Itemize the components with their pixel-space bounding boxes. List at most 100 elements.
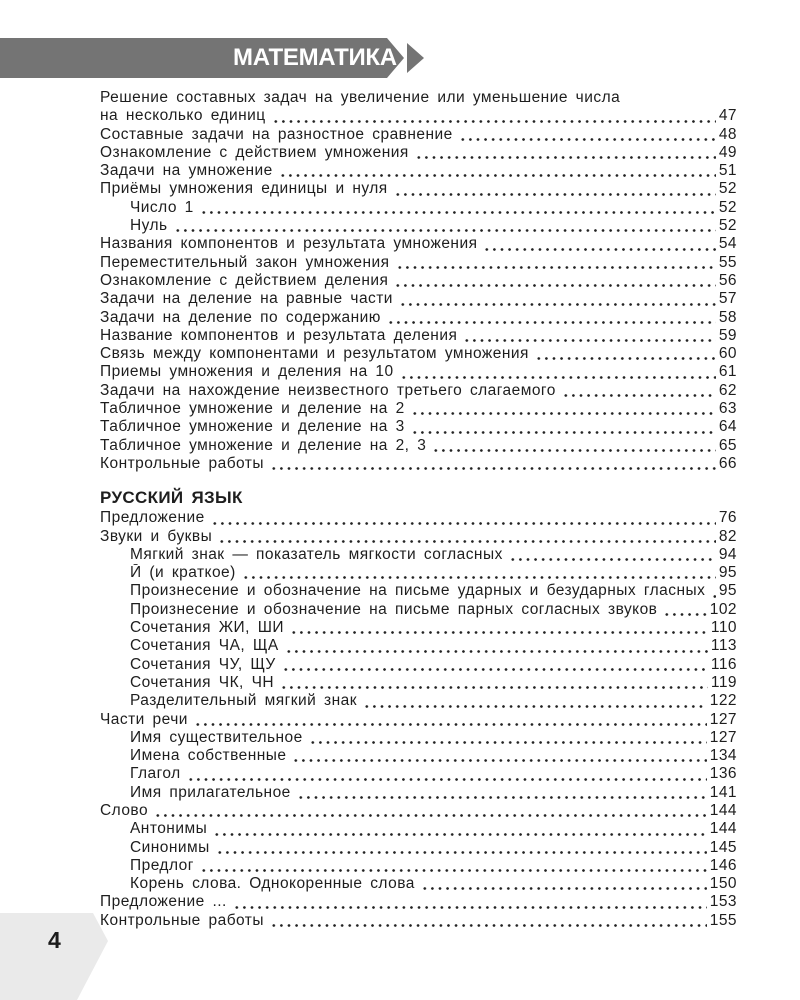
toc-entry-title: Имя существительное — [130, 728, 303, 746]
toc-entry-title: Переместительный закон умножения — [100, 253, 390, 271]
toc-entry-page: 145 — [709, 838, 737, 856]
dot-leader — [281, 667, 708, 671]
toc-entry-title: Задачи на деление по содержанию — [100, 308, 381, 326]
toc-entry-title: Разделительный мягкий знак — [130, 692, 357, 710]
dot-leader — [199, 869, 707, 873]
dot-leader — [308, 741, 707, 745]
toc-entry-title: Табличное умножение и деление на 2, 3 — [100, 436, 427, 454]
toc-entry-page: 102 — [709, 600, 737, 618]
dot-leader — [508, 558, 716, 562]
toc-entry-page: 153 — [709, 893, 737, 911]
toc-entry-page: 56 — [718, 271, 737, 289]
dot-leader — [483, 247, 716, 251]
toc-entry-page: 119 — [710, 673, 737, 691]
table-of-contents: Решение составных задач на увеличение ил… — [100, 89, 737, 930]
dot-leader — [711, 594, 716, 598]
toc-entry-title: Задачи на умножение — [100, 162, 273, 180]
toc-entry-page: 65 — [718, 436, 737, 454]
dot-leader — [410, 430, 716, 434]
toc-entry-page: 63 — [718, 400, 737, 418]
toc-entry-title: Связь между компонентами и результатом у… — [100, 345, 529, 363]
toc-entry: Ознакомление с действием деления 56 — [100, 272, 737, 290]
toc-entry-title: Имена собственные — [130, 747, 287, 765]
dot-leader — [173, 229, 716, 233]
toc-entry-title: Предложение ... — [100, 893, 227, 911]
toc-entry-title: Сочетания ЧК, ЧН — [130, 673, 275, 691]
toc-entry-title: Предложение — [100, 509, 205, 527]
toc-entry: Имя прилагательное 141 — [100, 784, 737, 802]
dot-leader — [271, 119, 716, 123]
dot-leader — [561, 394, 716, 398]
toc-entry: Корень слова. Однокоренные слова 150 — [100, 875, 737, 893]
dot-leader — [414, 156, 716, 160]
toc-entry: Связь между компонентами и результатом у… — [100, 345, 737, 363]
dot-leader — [241, 576, 716, 580]
toc-entry: Решение составных задач на увеличение ил… — [100, 89, 737, 107]
dot-leader — [362, 704, 707, 708]
toc-entry-title: Части речи — [100, 710, 188, 728]
toc-entry-title: Нуль — [130, 217, 168, 235]
toc-entry-page: 61 — [718, 363, 737, 381]
toc-entry-page: 66 — [718, 454, 737, 472]
toc-entry-page: 58 — [718, 308, 737, 326]
dot-leader — [394, 284, 716, 288]
toc-entry-page: 60 — [718, 345, 737, 363]
dot-leader — [154, 814, 707, 818]
toc-entry-title: Решение составных задач на увеличение ил… — [100, 89, 621, 106]
dot-leader — [186, 777, 707, 781]
toc-entry-page: 64 — [718, 418, 737, 436]
toc-entry-page: 62 — [718, 381, 737, 399]
toc-entry-title: Табличное умножение и деление на 3 — [100, 418, 405, 436]
toc-entry: Сочетания ЧА, ЩА 113 — [100, 637, 737, 655]
toc-entry-title: Составные задачи на разностное сравнение — [100, 125, 453, 143]
toc-entry: Слово 144 — [100, 802, 737, 820]
toc-entry: Мягкий знак — показатель мягкости соглас… — [100, 546, 737, 564]
toc-entry-page: 94 — [718, 545, 737, 563]
dot-leader — [432, 448, 716, 452]
dot-leader — [663, 613, 707, 617]
toc-entry-page: 141 — [709, 783, 737, 801]
dot-leader — [296, 795, 707, 799]
toc-entry-title: Названия компонентов и результата умноже… — [100, 235, 478, 253]
toc-entry-title: Глагол — [130, 765, 181, 783]
dot-leader — [218, 539, 716, 543]
toc-entry-title: Табличное умножение и деление на 2 — [100, 400, 405, 418]
toc-entry-title: Й (и краткое) — [130, 564, 236, 582]
toc-entry: Имена собственные 134 — [100, 747, 737, 765]
toc-entry-page: 134 — [709, 747, 737, 765]
toc-entry-page: 54 — [718, 235, 737, 253]
toc-entry-page: 136 — [709, 765, 737, 783]
dot-leader — [193, 722, 707, 726]
toc-entry-title: Предлог — [130, 856, 194, 874]
toc-entry-title: Звуки и буквы — [100, 527, 213, 545]
toc-entry: на несколько единиц 47 — [100, 107, 737, 125]
toc-entry: Табличное умножение и деление на 2 63 — [100, 400, 737, 418]
toc-entry-page: 82 — [718, 527, 737, 545]
toc-entry: Сочетания ЧУ, ЩУ 116 — [100, 656, 737, 674]
toc-entry-title: Название компонентов и результата делени… — [100, 326, 458, 344]
toc-entry: Произнесение и обозначение на письме пар… — [100, 601, 737, 619]
toc-entry: Число 1 52 — [100, 199, 737, 217]
dot-leader — [398, 302, 716, 306]
toc-entry: Глагол 136 — [100, 765, 737, 783]
toc-entry: Задачи на деление на равные части 57 — [100, 290, 737, 308]
toc-entry-page: 48 — [718, 125, 737, 143]
toc-entry: Предложение ... 153 — [100, 893, 737, 911]
toc-entry: Приёмы умножения единицы и нуля 52 — [100, 180, 737, 198]
toc-entry: Контрольные работы 66 — [100, 455, 737, 473]
toc-entry-page: 110 — [710, 619, 737, 637]
toc-entry: Табличное умножение и деление на 3 64 — [100, 418, 737, 436]
toc-entry-page: 144 — [709, 820, 737, 838]
toc-entry-page: 95 — [718, 582, 737, 600]
toc-entry-title: Корень слова. Однокоренные слова — [130, 875, 415, 893]
toc-entry-title: Приёмы умножения единицы и нуля — [100, 180, 388, 198]
toc-entry-title: Сочетания ЧА, ЩА — [130, 637, 279, 655]
dot-leader — [278, 174, 716, 178]
subject-banner: МАТЕМАТИКА — [0, 38, 430, 78]
toc-entry: Название компонентов и результата делени… — [100, 327, 737, 345]
toc-entry: Сочетания ЧК, ЧН 119 — [100, 674, 737, 692]
toc-entry: Нуль 52 — [100, 217, 737, 235]
toc-entry: Антонимы 144 — [100, 820, 737, 838]
dot-leader — [458, 137, 716, 141]
toc-entry-page: 51 — [718, 162, 737, 180]
